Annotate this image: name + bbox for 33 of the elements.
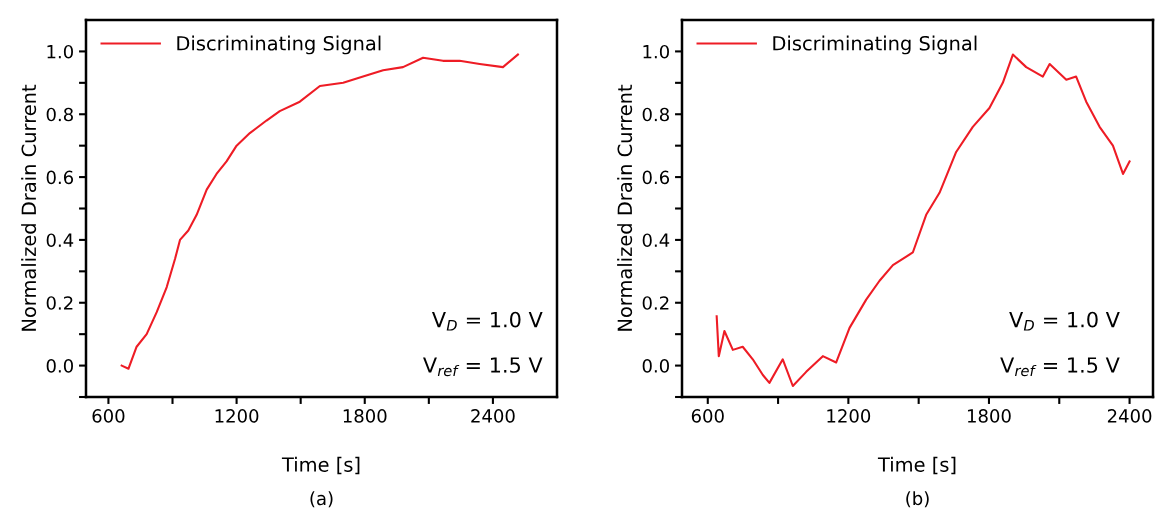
y-tick-label: 0.4	[46, 233, 74, 248]
legend-label: Discriminating Signal	[773, 35, 977, 55]
x-tick-label: 1200	[827, 409, 871, 423]
x-tick-label: 1800	[967, 409, 1011, 423]
x-axis-title: Time [s]	[281, 456, 360, 475]
y-tick-label: 0.8	[642, 107, 669, 122]
y-tick-label: 0.2	[46, 296, 73, 310]
y-tick-label: 0.6	[46, 170, 74, 185]
x-tick-label: 2400	[1107, 409, 1152, 423]
y-tick-label: 0.0	[642, 359, 669, 373]
annotation: V$_{D}$ = 1.0 V	[1009, 311, 1120, 331]
annotation: V$_{ref}$ = 1.5 V	[1000, 357, 1120, 377]
y-tick-label: 0.0	[46, 359, 73, 373]
y-tick-label: 1.0	[643, 44, 669, 59]
legend-label: Discriminating Signal	[177, 35, 381, 55]
y-axis-title: Normalized Drain Current	[21, 84, 37, 331]
annotation: V$_{D}$ = 1.0 V	[431, 311, 543, 331]
y-tick-label: 0.4	[642, 233, 670, 248]
x-tick-label: 600	[92, 409, 125, 423]
y-tick-label: 0.6	[642, 170, 670, 185]
y-tick-label: 1.0	[47, 44, 73, 59]
x-tick-label: 2400	[471, 409, 515, 423]
x-tick-label: 1800	[343, 409, 387, 423]
x-tick-label: 1200	[215, 409, 259, 423]
annotation: V$_{ref}$ = 1.5 V	[423, 357, 543, 377]
x-axis-title: Time [s]	[877, 456, 956, 475]
y-axis-title: Normalized Drain Current	[617, 84, 633, 331]
text: (a)	[310, 491, 333, 508]
x-tick-label: 600	[691, 409, 724, 423]
y-tick-label: 0.8	[46, 107, 73, 122]
y-tick-label: 0.2	[642, 296, 669, 310]
line-series	[715, 53, 1131, 388]
text: (b)	[906, 491, 929, 508]
